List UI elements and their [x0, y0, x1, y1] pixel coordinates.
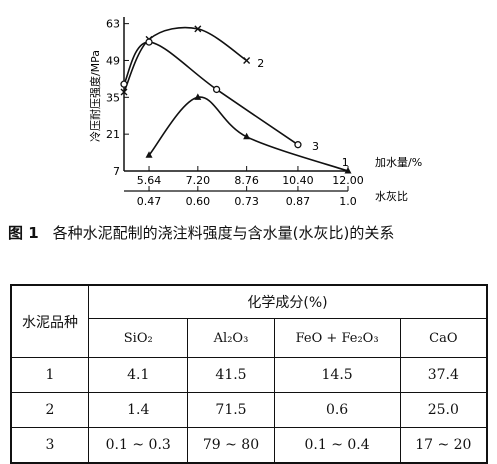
x2-tick-label: 0.87 — [286, 195, 311, 208]
table-cell: 25.0 — [399, 392, 488, 428]
chemical-composition-table: 水泥品种 化学成分(%) SiO₂ Al₂O₃ FeO + Fe₂O₃ CaO … — [10, 284, 488, 464]
series-point-1 — [194, 93, 202, 100]
x-tick-label: 10.40 — [282, 174, 314, 187]
row-label: 2 — [10, 392, 89, 428]
table-cell: 17 ~ 20 — [399, 427, 488, 464]
y-tick-label: 63 — [106, 18, 120, 31]
table-cell: 79 ~ 80 — [187, 427, 275, 464]
col-header-sio2: SiO₂ — [87, 318, 189, 358]
table-row: 2 1.4 71.5 0.6 25.0 — [10, 392, 488, 428]
table-cell: 37.4 — [399, 357, 488, 393]
series-point-1 — [145, 151, 153, 158]
series-line-1 — [148, 96, 349, 172]
table-cell: 4.1 — [87, 357, 189, 393]
col-header-cao: CaO — [399, 318, 488, 358]
x-axis-label: 加水量/% — [375, 156, 422, 169]
table-row: 3 0.1 ~ 0.3 79 ~ 80 0.1 ~ 0.4 17 ~ 20 — [10, 427, 488, 464]
figure-caption-text: 各种水泥配制的浇注料强度与含水量(水灰比)的关系 — [52, 224, 395, 242]
table-cell: 0.1 ~ 0.4 — [273, 427, 401, 464]
series-point-2 — [243, 56, 251, 64]
table-row: 1 4.1 41.5 14.5 37.4 — [10, 357, 488, 393]
series-point-3 — [294, 141, 302, 149]
y-tick-label: 21 — [106, 128, 120, 141]
row-label: 1 — [10, 357, 89, 393]
group-header: 化学成分(%) — [88, 284, 488, 319]
row-header: 水泥品种 — [10, 284, 89, 358]
table-cell: 71.5 — [187, 392, 275, 428]
series-point-1 — [243, 132, 251, 140]
col-header-al2o3: Al₂O₃ — [187, 318, 275, 358]
x2-tick-label: 0.47 — [137, 195, 162, 208]
x-tick-label: 8.76 — [234, 174, 259, 187]
series-point-3 — [212, 85, 221, 94]
y-tick-label: 7 — [113, 165, 120, 178]
series-label-1: 1 — [342, 156, 349, 169]
table-cell: 0.6 — [273, 392, 401, 428]
x2-tick-label: 0.73 — [234, 195, 259, 208]
series-point-2 — [194, 25, 202, 33]
series-label-3: 3 — [312, 140, 319, 153]
x2-tick-label: 1.0 — [339, 195, 357, 208]
table-cell: 41.5 — [187, 357, 275, 393]
series-point-1 — [344, 167, 352, 174]
chart-series — [120, 25, 352, 174]
y-tick-label: 35 — [106, 91, 120, 104]
chart-labels: 冷压耐压强度/MPa 加水量/% 水灰比 1 2 3 — [88, 50, 422, 203]
x-tick-label: 7.20 — [186, 174, 211, 187]
x-tick-label: 5.64 — [137, 174, 162, 187]
figure-caption: 图 1 各种水泥配制的浇注料强度与含水量(水灰比)的关系 — [8, 222, 497, 243]
series-point-2 — [120, 88, 128, 96]
figure-number: 图 1 — [8, 224, 39, 242]
table-cell: 1.4 — [87, 392, 189, 428]
table-cell: 14.5 — [273, 357, 401, 393]
table-cell: 0.1 ~ 0.3 — [87, 427, 189, 464]
x2-tick-label: 0.60 — [186, 195, 211, 208]
series-line-3 — [123, 41, 299, 146]
row-label: 3 — [10, 427, 89, 464]
series-point-3 — [120, 80, 128, 88]
series-line-2 — [123, 26, 248, 93]
x2-axis-label: 水灰比 — [375, 189, 408, 203]
col-header-feo-fe2o3: FeO + Fe₂O₃ — [273, 318, 401, 358]
series-label-2: 2 — [257, 57, 264, 70]
x-tick-label: 12.00 — [332, 174, 364, 187]
series-point-3 — [145, 38, 153, 46]
y-axis-label: 冷压耐压强度/MPa — [88, 50, 102, 142]
y-tick-label: 49 — [106, 54, 120, 67]
